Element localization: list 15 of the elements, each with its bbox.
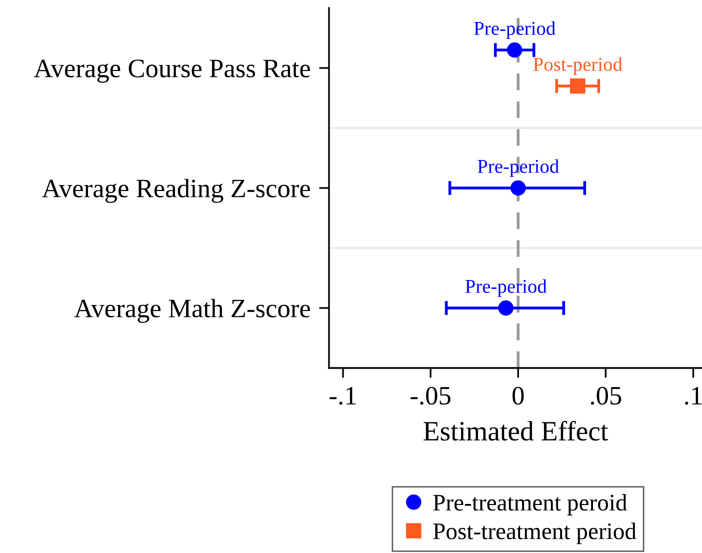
annotation: Pre-period bbox=[474, 21, 556, 39]
legend-label: Post-treatment period bbox=[433, 522, 636, 544]
x-tick-label: -.1 bbox=[330, 386, 356, 405]
x-tick-label: .05 bbox=[590, 386, 622, 405]
y-tick-label: Average Math Z-score bbox=[74, 298, 310, 323]
y-tick-label: Average Course Pass Rate bbox=[34, 60, 310, 83]
annotation: Pre-period bbox=[465, 279, 547, 297]
x-tick-label: .1 bbox=[685, 386, 702, 405]
annotation: Post-period bbox=[533, 57, 622, 75]
y-tick-label: Average Reading Z-score bbox=[42, 178, 310, 203]
x-tick-label: -.05 bbox=[410, 386, 450, 405]
annotation: Pre-period bbox=[478, 159, 559, 177]
x-axis-title: Estimated Effect bbox=[424, 420, 608, 441]
x-tick-label: 0 bbox=[512, 386, 524, 405]
legend-label: Pre-treatment peroid bbox=[433, 494, 627, 516]
